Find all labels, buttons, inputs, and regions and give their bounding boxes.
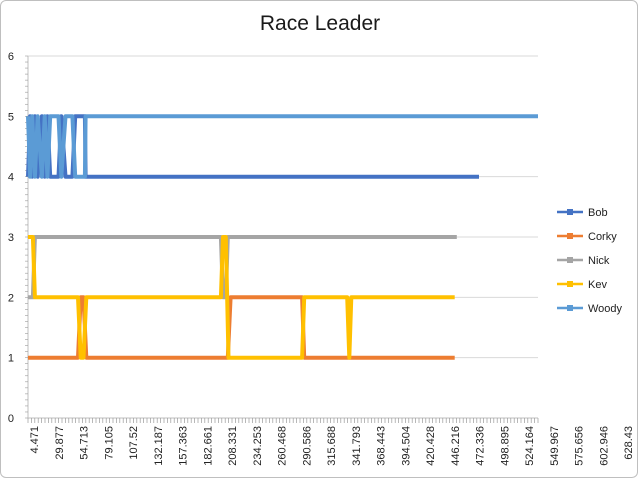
series-line-nick: [28, 235, 457, 300]
series-line-bob: [26, 114, 479, 179]
x-tick-label: 394.504: [400, 426, 412, 466]
y-tick-label: 2: [8, 292, 14, 304]
legend-swatch-marker: [567, 233, 573, 239]
y-tick-label: 3: [8, 232, 14, 244]
y-tick-label: 5: [8, 111, 14, 123]
series-lines: [26, 114, 538, 360]
x-tick-label: 498.895: [499, 426, 511, 466]
legend-label-bob: Bob: [588, 207, 608, 219]
x-tick-label: 260.468: [277, 426, 289, 466]
y-tick-label: 0: [8, 413, 14, 425]
x-tick-label: 290.586: [301, 426, 313, 466]
x-tick-label: 549.967: [549, 426, 561, 466]
legend-label-woody: Woody: [588, 303, 623, 315]
y-tick-label: 6: [8, 51, 14, 63]
y-tick-label: 4: [8, 172, 14, 184]
x-tick-label: 107.52: [128, 426, 140, 460]
x-tick-label: 472.336: [475, 426, 487, 466]
legend-label-corky: Corky: [588, 231, 617, 243]
legend-swatch-marker: [567, 209, 573, 215]
legend-label-nick: Nick: [588, 255, 610, 267]
axes: 0 1 2 3 4 5 6 4.471 29.877 54.713 79.105 107.52 132.…: [8, 51, 635, 466]
x-tick-label: 575.656: [574, 426, 586, 466]
legend-label-kev: Kev: [588, 279, 607, 291]
x-tick-label: 132.187: [153, 426, 165, 466]
legend-swatch-marker: [567, 305, 573, 311]
legend: Bob Corky Nick Kev Woody: [557, 207, 623, 315]
x-tick-label: 157.363: [178, 426, 190, 466]
x-tick-label: 4.471: [29, 426, 41, 454]
x-tick-label: 446.216: [450, 426, 462, 466]
x-tick-label: 602.946: [598, 426, 610, 466]
x-tick-label: 368.443: [376, 426, 388, 466]
x-tick-label: 208.331: [227, 426, 239, 466]
x-tick-label: 54.713: [79, 426, 91, 460]
y-tick-label: 1: [8, 353, 14, 365]
x-tick-label: 315.688: [326, 426, 338, 466]
x-tick-label: 182.661: [202, 426, 214, 466]
x-tick-label: 420.428: [425, 426, 437, 466]
legend-swatch-marker: [567, 257, 573, 263]
chart-title: Race Leader: [259, 12, 381, 35]
legend-swatch-marker: [567, 281, 573, 287]
x-tick-label: 79.105: [103, 426, 115, 460]
x-tick-label: 524.164: [524, 426, 536, 466]
x-tick-label: 341.793: [351, 426, 363, 466]
x-tick-label: 29.877: [54, 426, 66, 460]
x-tick-label: 628.43: [623, 426, 635, 460]
x-tick-label: 234.253: [252, 426, 264, 466]
series-line-kev: [28, 235, 455, 360]
series-line-corky: [28, 295, 455, 360]
series-line-woody: [26, 114, 538, 179]
